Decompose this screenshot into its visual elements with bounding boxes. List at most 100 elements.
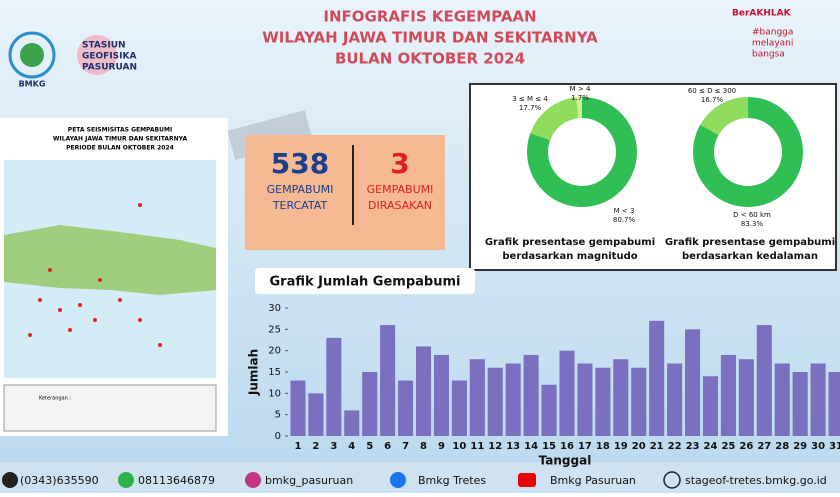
title-line: WILAYAH JAWA TIMUR DAN SEKITARNYA (262, 29, 598, 47)
y-tick-label: 25 (268, 324, 281, 335)
bar (649, 320, 665, 436)
footer-contact: (0343)635590 (20, 474, 99, 487)
y-axis-label: Jumlah (247, 349, 261, 396)
donut-slice (692, 97, 803, 207)
bar (415, 346, 432, 436)
slice-label: 60 ≤ D ≤ 300 (688, 87, 736, 95)
bar (559, 350, 575, 436)
bar (523, 354, 539, 436)
footer-contact: 08113646879 (138, 474, 215, 487)
x-tick-label: 16 (560, 441, 574, 452)
donut-slice (530, 97, 579, 141)
x-axis-label: Tanggal (539, 454, 592, 468)
y-tick-label: 0 (275, 431, 281, 442)
x-tick-label: 13 (506, 441, 520, 452)
x-tick-label: 2 (312, 441, 319, 452)
bar (685, 329, 701, 436)
slice-label: M > 4 (570, 85, 591, 93)
x-tick-label: 14 (524, 441, 538, 452)
pie-caption: Grafik presentase gempabumi (665, 237, 835, 248)
stat-label: TERCATAT (272, 199, 328, 212)
bar (505, 363, 521, 436)
bar (398, 380, 414, 436)
footer-icons (2, 471, 681, 489)
y-tick-label: 5 (275, 410, 281, 421)
stat-label: GEMPABUMI (367, 183, 434, 196)
footer-contact: Bmkg Tretes (418, 474, 486, 487)
map-title: PERIODE BULAN OKTOBER 2024 (66, 145, 174, 152)
bar (433, 354, 449, 436)
map-legend-box (3, 384, 217, 432)
bar (469, 359, 485, 436)
bmkg-logo-inner (20, 43, 44, 67)
bar (487, 367, 503, 436)
x-tick-label: 17 (578, 441, 592, 452)
bar (595, 367, 611, 436)
x-tick-label: 21 (650, 441, 664, 452)
slice-label: M < 3 (614, 207, 635, 215)
bar-title: Grafik Jumlah Gempabumi (270, 275, 461, 290)
y-tick-label: 10 (268, 388, 281, 399)
donut-slice (700, 97, 748, 136)
stat-value: 538 (271, 147, 329, 180)
x-tick-label: 26 (739, 441, 753, 452)
bar (451, 380, 467, 436)
station-logo (77, 35, 117, 75)
berakhlak: BerAKHLAK (732, 9, 792, 19)
footer-bar (0, 462, 840, 493)
slogan: bangsa (752, 50, 785, 60)
station-name: STASIUN (82, 41, 126, 51)
stat-label: GEMPABUMI (267, 183, 334, 196)
donut-slice (526, 97, 637, 208)
map-title: WILAYAH JAWA TIMUR DAN SEKITARNYA (53, 136, 188, 143)
bmkg-label: BMKG (19, 80, 46, 89)
slice-value: 16.7% (701, 96, 724, 104)
x-tick-label: 25 (721, 441, 735, 452)
bar (756, 325, 772, 436)
pie-caption: Grafik presentase gempabumi (485, 237, 655, 248)
bar (702, 376, 719, 436)
x-tick-label: 9 (438, 441, 445, 452)
title-line: BULAN OKTOBER 2024 (335, 50, 525, 68)
x-tick-label: 22 (668, 441, 682, 452)
bar (380, 325, 396, 436)
title-line: INFOGRAFIS KEGEMPAAN (323, 8, 536, 26)
bar (810, 363, 826, 436)
bar (828, 372, 840, 436)
x-tick-label: 1 (294, 441, 301, 452)
slice-value: 1.7% (571, 94, 589, 102)
x-tick-label: 3 (330, 441, 337, 452)
stat-label: DIRASAKAN (368, 199, 432, 212)
bar (774, 363, 790, 436)
y-tick-label: 20 (268, 346, 281, 357)
bar (667, 363, 683, 436)
bar-title-box (255, 268, 475, 294)
x-tick-label: 23 (686, 441, 700, 452)
x-tick-label: 10 (452, 441, 466, 452)
x-tick-label: 18 (596, 441, 610, 452)
bar (362, 372, 378, 436)
x-tick-label: 4 (348, 441, 355, 452)
x-tick-label: 11 (470, 441, 484, 452)
slice-label: D < 60 km (733, 211, 771, 219)
x-tick-label: 5 (366, 441, 373, 452)
slogan: melayani (752, 39, 793, 49)
bar (290, 380, 306, 436)
bar (792, 372, 808, 436)
bar (631, 367, 647, 436)
bar (738, 359, 754, 436)
x-tick-label: 27 (757, 441, 771, 452)
slice-value: 80.7% (613, 216, 636, 224)
stats-card (245, 135, 445, 250)
map-events (28, 203, 162, 347)
pie-caption: berdasarkan kedalaman (682, 251, 818, 262)
x-tick-label: 8 (420, 441, 427, 452)
station-name: PASURUAN (82, 63, 137, 73)
bar (308, 393, 324, 436)
slice-value: 17.7% (519, 104, 542, 112)
y-tick-label: 30 (268, 303, 281, 314)
bar (326, 337, 342, 436)
bar (541, 384, 557, 436)
x-tick-label: 31 (829, 441, 840, 452)
